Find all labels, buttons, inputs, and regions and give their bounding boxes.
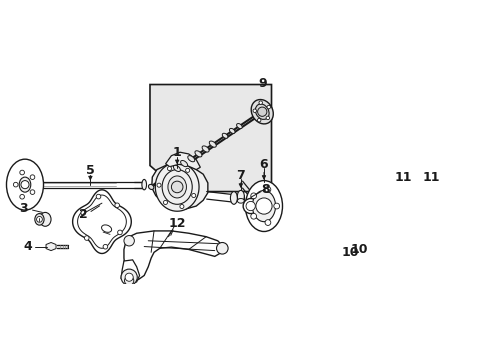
Text: 8: 8	[261, 183, 269, 196]
Circle shape	[264, 220, 270, 225]
Ellipse shape	[229, 129, 235, 134]
Text: 1: 1	[172, 146, 181, 159]
Circle shape	[123, 235, 134, 246]
Circle shape	[264, 186, 270, 193]
Ellipse shape	[180, 161, 187, 167]
Ellipse shape	[251, 99, 273, 124]
Ellipse shape	[40, 212, 51, 226]
Circle shape	[185, 168, 189, 172]
Circle shape	[96, 194, 101, 199]
Ellipse shape	[19, 177, 31, 192]
Ellipse shape	[102, 225, 111, 232]
Circle shape	[171, 181, 183, 193]
Text: 10: 10	[341, 246, 359, 259]
Ellipse shape	[167, 176, 186, 198]
Ellipse shape	[237, 198, 244, 203]
Text: 12: 12	[168, 217, 185, 230]
Circle shape	[125, 273, 133, 281]
Ellipse shape	[195, 151, 202, 157]
Text: 6: 6	[259, 158, 268, 171]
Ellipse shape	[142, 179, 146, 190]
Circle shape	[273, 203, 279, 209]
Circle shape	[37, 216, 42, 222]
Circle shape	[250, 193, 256, 199]
Circle shape	[252, 109, 256, 112]
Polygon shape	[155, 163, 199, 211]
Ellipse shape	[6, 159, 43, 210]
Text: 3: 3	[20, 202, 28, 215]
Circle shape	[191, 193, 195, 198]
Ellipse shape	[209, 141, 216, 147]
Circle shape	[81, 211, 85, 215]
Circle shape	[30, 175, 35, 180]
Polygon shape	[151, 164, 207, 209]
Circle shape	[103, 244, 107, 249]
Text: 7: 7	[236, 169, 244, 182]
Circle shape	[118, 230, 122, 235]
Polygon shape	[123, 231, 223, 279]
Ellipse shape	[202, 146, 209, 152]
Circle shape	[255, 198, 271, 214]
Circle shape	[216, 243, 227, 254]
Circle shape	[265, 116, 269, 120]
Circle shape	[167, 167, 171, 171]
Text: 11: 11	[422, 171, 440, 184]
Circle shape	[243, 198, 258, 213]
Ellipse shape	[187, 156, 194, 162]
Circle shape	[20, 170, 24, 175]
Circle shape	[266, 105, 270, 109]
Circle shape	[250, 213, 256, 219]
Text: 5: 5	[86, 164, 95, 177]
Ellipse shape	[255, 104, 268, 120]
Ellipse shape	[35, 213, 44, 225]
Circle shape	[124, 276, 134, 285]
Polygon shape	[73, 190, 131, 253]
Text: 10: 10	[350, 243, 367, 256]
Ellipse shape	[237, 190, 244, 202]
Circle shape	[20, 194, 24, 199]
Text: 11: 11	[393, 171, 411, 184]
Polygon shape	[150, 85, 271, 192]
Circle shape	[30, 190, 35, 194]
Ellipse shape	[148, 184, 154, 189]
Circle shape	[13, 182, 18, 187]
Circle shape	[245, 201, 255, 211]
Ellipse shape	[162, 170, 192, 204]
Ellipse shape	[222, 133, 227, 138]
Polygon shape	[165, 152, 200, 170]
Circle shape	[21, 181, 29, 189]
Circle shape	[257, 107, 266, 116]
Circle shape	[180, 204, 183, 208]
Ellipse shape	[173, 165, 180, 171]
Ellipse shape	[236, 123, 242, 129]
Ellipse shape	[245, 181, 282, 231]
Circle shape	[84, 236, 89, 240]
Polygon shape	[121, 260, 139, 284]
Circle shape	[259, 101, 262, 104]
Ellipse shape	[230, 192, 237, 204]
Circle shape	[115, 203, 119, 208]
Circle shape	[121, 269, 137, 285]
Text: 4: 4	[23, 240, 32, 253]
Circle shape	[157, 183, 161, 187]
Ellipse shape	[252, 190, 275, 222]
Polygon shape	[78, 195, 126, 248]
Circle shape	[257, 118, 261, 122]
Polygon shape	[46, 243, 56, 251]
Text: 2: 2	[79, 208, 88, 221]
Text: 9: 9	[257, 77, 266, 90]
Circle shape	[163, 201, 167, 204]
